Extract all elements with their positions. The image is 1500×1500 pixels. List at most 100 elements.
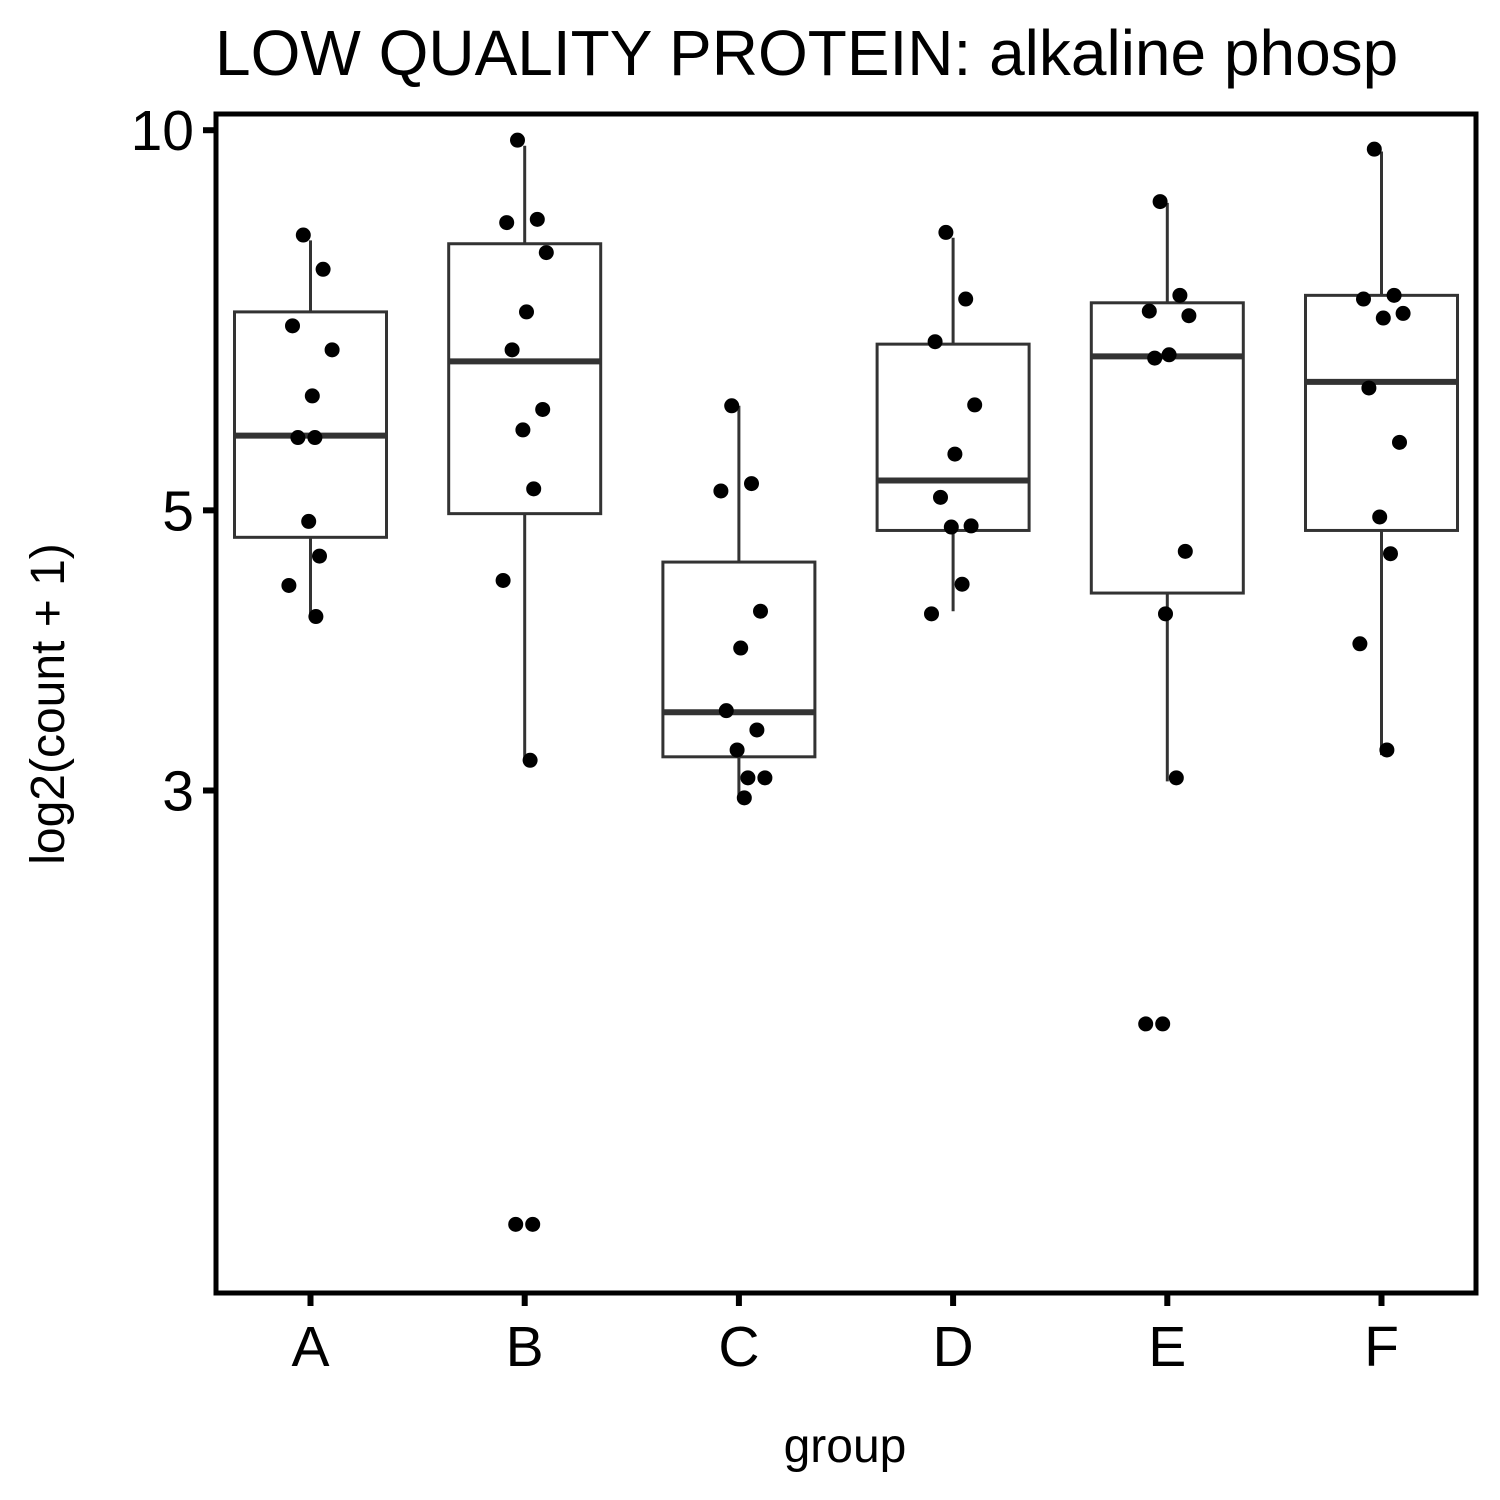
data-point <box>495 572 511 588</box>
data-point <box>525 1216 541 1232</box>
y-axis: 3 5 10 <box>131 99 216 823</box>
data-point <box>1379 742 1395 758</box>
points-D <box>924 224 983 622</box>
data-point <box>304 388 320 404</box>
data-point <box>749 722 765 738</box>
box <box>875 342 1031 532</box>
box-group-A <box>233 240 388 614</box>
data-point <box>757 770 773 786</box>
data-point <box>307 430 323 446</box>
box <box>661 560 817 759</box>
x-axis-title: group <box>784 1420 907 1473</box>
points-F <box>1352 141 1411 758</box>
x-axis: A B C D E F <box>291 1293 1399 1379</box>
data-point <box>522 752 538 768</box>
data-point <box>927 334 943 350</box>
x-tick-label: A <box>291 1315 329 1379</box>
data-point <box>529 211 545 227</box>
x-tick-label: E <box>1148 1315 1186 1379</box>
box-group-E <box>1089 202 1245 782</box>
chart-title: LOW QUALITY PROTEIN: alkaline phosp <box>215 17 1398 89</box>
x-tick-label: C <box>718 1315 759 1379</box>
data-point <box>967 397 983 413</box>
data-point <box>1383 546 1398 562</box>
box-group-F <box>1304 151 1459 756</box>
data-point <box>281 577 297 593</box>
data-point <box>1138 1016 1154 1032</box>
data-point <box>947 446 963 462</box>
data-point <box>295 227 311 243</box>
data-point <box>285 318 300 334</box>
data-point <box>1155 1016 1171 1032</box>
data-point <box>733 640 749 656</box>
data-point <box>1375 310 1391 326</box>
data-point <box>1366 141 1382 157</box>
data-point <box>315 261 331 277</box>
data-point <box>713 483 729 499</box>
data-point <box>1152 194 1168 210</box>
data-point <box>1161 347 1177 363</box>
data-point <box>1395 305 1411 321</box>
data-point <box>535 401 551 417</box>
points-B <box>495 132 554 1232</box>
box <box>233 310 388 539</box>
data-point <box>1356 291 1371 307</box>
box-group-C <box>661 405 817 800</box>
data-point <box>1172 287 1188 303</box>
data-point <box>526 481 542 497</box>
plot-area <box>233 132 1459 1232</box>
data-point <box>724 398 740 414</box>
data-point <box>312 548 327 564</box>
x-tick-label: D <box>933 1315 974 1379</box>
data-point <box>938 224 954 240</box>
y-tick-label: 10 <box>131 99 194 163</box>
data-point <box>1386 287 1402 303</box>
data-point <box>515 422 531 438</box>
data-point <box>933 489 948 505</box>
y-axis-title: log2(count + 1) <box>22 543 75 865</box>
data-point <box>308 609 324 625</box>
box-group-B <box>447 145 603 762</box>
data-point <box>290 430 306 446</box>
points-A <box>281 227 340 625</box>
data-point <box>740 770 756 786</box>
data-point <box>301 513 317 529</box>
y-tick-label: 3 <box>162 759 194 823</box>
data-point <box>1361 380 1377 396</box>
data-point <box>504 342 520 358</box>
box <box>447 242 603 516</box>
data-point <box>1177 543 1193 559</box>
data-point <box>1372 509 1388 525</box>
data-point <box>729 742 745 758</box>
x-tick-label: B <box>506 1315 544 1379</box>
data-point <box>508 1216 524 1232</box>
data-point <box>718 703 734 719</box>
data-point <box>963 518 979 534</box>
data-point <box>954 576 970 592</box>
data-point <box>538 245 554 261</box>
data-point <box>1352 636 1368 652</box>
points-C <box>713 398 773 806</box>
data-point <box>1168 770 1184 786</box>
y-tick-label: 5 <box>162 479 194 543</box>
data-point <box>943 519 959 535</box>
data-point <box>744 476 759 492</box>
x-tick-label: F <box>1364 1315 1399 1379</box>
points-E <box>1138 194 1197 1032</box>
data-point <box>736 790 752 806</box>
data-point <box>1181 308 1197 324</box>
data-point <box>958 291 974 307</box>
data-point <box>924 606 939 622</box>
data-point <box>1147 350 1163 366</box>
data-point <box>1158 606 1173 622</box>
data-point <box>499 215 515 231</box>
panel-border <box>213 111 1479 1296</box>
box <box>1304 293 1459 532</box>
data-point <box>1141 303 1157 319</box>
data-point <box>1392 434 1407 450</box>
data-point <box>519 304 534 320</box>
data-point <box>753 603 768 619</box>
box-group-D <box>875 237 1031 612</box>
box <box>1089 301 1245 595</box>
